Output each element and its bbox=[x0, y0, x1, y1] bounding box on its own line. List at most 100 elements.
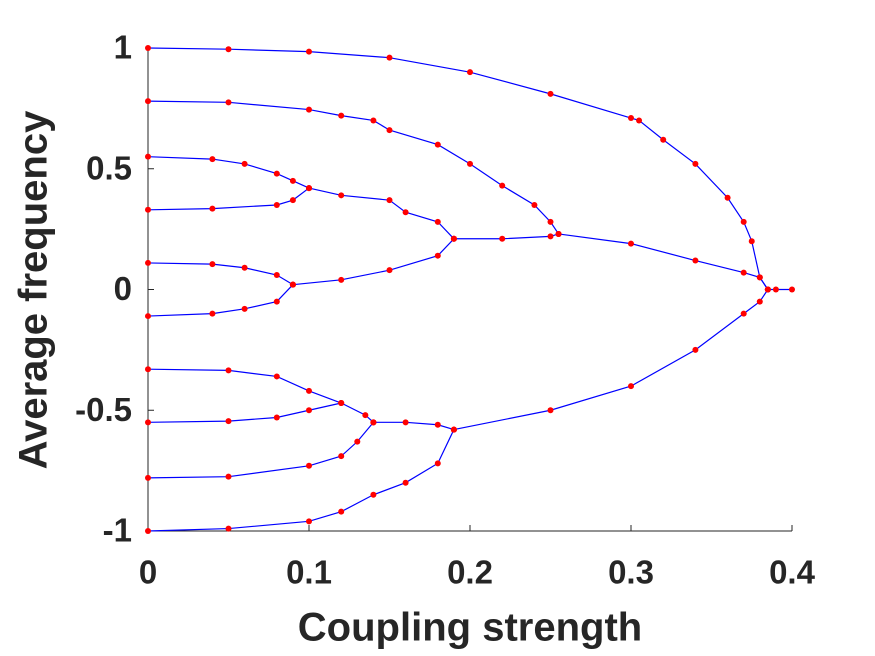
data-point bbox=[547, 218, 554, 225]
data-point bbox=[145, 45, 151, 51]
y-tick-label: 1 bbox=[114, 29, 132, 66]
data-point bbox=[628, 240, 634, 247]
data-point bbox=[273, 170, 280, 177]
y-tick-label: -0.5 bbox=[75, 391, 132, 428]
data-point bbox=[434, 141, 441, 148]
branch-line bbox=[147, 156, 310, 189]
data-point bbox=[354, 438, 361, 445]
data-point bbox=[225, 46, 232, 53]
branch-line bbox=[340, 402, 374, 423]
data-point bbox=[289, 197, 296, 204]
data-point bbox=[450, 235, 457, 242]
data-point bbox=[273, 272, 280, 279]
data-point bbox=[756, 298, 763, 305]
x-axis-label: Coupling strength bbox=[298, 606, 642, 650]
branch-line bbox=[147, 368, 342, 404]
data-point bbox=[225, 367, 232, 374]
data-point bbox=[273, 414, 280, 421]
data-point bbox=[547, 90, 554, 97]
data-point bbox=[273, 298, 280, 305]
data-point bbox=[209, 261, 216, 268]
data-point bbox=[628, 383, 634, 390]
data-point bbox=[748, 238, 755, 245]
branch-line bbox=[147, 421, 374, 479]
data-point bbox=[338, 453, 345, 460]
y-axis-label: Average frequency bbox=[12, 110, 56, 469]
data-point bbox=[467, 69, 473, 76]
data-point bbox=[531, 201, 538, 208]
data-point bbox=[145, 259, 151, 266]
data-point bbox=[225, 99, 232, 106]
data-point bbox=[241, 305, 248, 312]
branch-line bbox=[147, 187, 310, 211]
data-point bbox=[225, 525, 232, 532]
data-point bbox=[740, 310, 747, 317]
data-point bbox=[370, 491, 377, 498]
data-point bbox=[434, 421, 441, 428]
data-point bbox=[225, 418, 232, 425]
data-point bbox=[306, 48, 312, 55]
data-point bbox=[306, 518, 312, 525]
data-point bbox=[499, 235, 506, 242]
data-point bbox=[402, 209, 409, 216]
y-tick-label: -1 bbox=[103, 512, 132, 549]
data-point bbox=[636, 117, 643, 124]
data-point bbox=[724, 194, 731, 201]
data-point bbox=[386, 54, 393, 61]
data-point bbox=[306, 407, 312, 414]
data-point bbox=[209, 310, 216, 317]
data-point bbox=[289, 281, 296, 288]
data-point bbox=[740, 218, 747, 225]
data-point bbox=[547, 407, 554, 414]
data-point bbox=[362, 412, 369, 419]
x-tick-label: 0.2 bbox=[447, 554, 493, 591]
data-point bbox=[273, 373, 280, 380]
data-point bbox=[145, 98, 151, 105]
data-point bbox=[209, 156, 216, 163]
data-point bbox=[145, 313, 151, 320]
data-point bbox=[434, 252, 441, 259]
data-point bbox=[467, 160, 473, 167]
data-point bbox=[338, 192, 345, 199]
x-tick-label: 0.3 bbox=[608, 554, 654, 591]
data-point bbox=[772, 286, 779, 293]
data-point bbox=[386, 267, 393, 274]
data-point bbox=[209, 205, 216, 212]
data-point bbox=[434, 218, 441, 225]
branch-line bbox=[292, 238, 455, 286]
data-point bbox=[338, 400, 345, 407]
data-point bbox=[145, 474, 151, 481]
data-point bbox=[692, 346, 699, 353]
data-point bbox=[555, 230, 562, 237]
data-point bbox=[547, 233, 554, 240]
branch-line bbox=[147, 262, 294, 286]
x-tick-label: 0 bbox=[139, 554, 157, 591]
data-point bbox=[402, 479, 409, 486]
data-point bbox=[225, 473, 232, 480]
branch-line bbox=[453, 289, 769, 431]
data-point bbox=[306, 106, 312, 113]
data-point bbox=[692, 160, 699, 167]
y-tick-label: 0 bbox=[114, 270, 132, 307]
x-tick-label: 0.4 bbox=[769, 554, 816, 591]
data-point bbox=[145, 419, 151, 426]
data-point bbox=[692, 257, 699, 264]
branch-line bbox=[147, 100, 560, 235]
data-point bbox=[370, 117, 377, 124]
branch-line bbox=[147, 284, 294, 317]
data-point bbox=[338, 112, 345, 119]
data-point bbox=[338, 276, 345, 283]
data-point bbox=[740, 269, 747, 276]
branch-line bbox=[453, 233, 559, 240]
branch-line bbox=[308, 187, 455, 240]
data-point bbox=[386, 127, 393, 134]
branch-line bbox=[147, 47, 769, 290]
y-tick-label: 0.5 bbox=[86, 149, 132, 186]
data-point bbox=[402, 419, 409, 426]
data-point bbox=[306, 462, 312, 469]
data-point bbox=[660, 136, 667, 143]
data-point bbox=[499, 182, 506, 189]
data-point bbox=[450, 426, 457, 433]
data-point bbox=[764, 286, 771, 293]
